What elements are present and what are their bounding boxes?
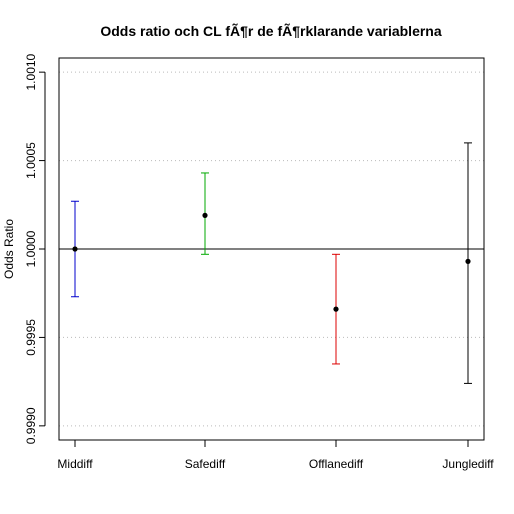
y-tick-label: 0.9990 — [24, 407, 38, 444]
point-middiff — [72, 246, 77, 251]
x-axis: Middiff Safediff Offlanediff Junglediff — [57, 440, 494, 471]
y-tick-label: 1.0010 — [24, 53, 38, 90]
point-safediff — [202, 213, 207, 218]
x-tick-label: Safediff — [185, 457, 226, 471]
y-tick-label: 0.9995 — [24, 319, 38, 356]
y-tick-label: 1.0005 — [24, 142, 38, 179]
point-junglediff — [465, 259, 470, 264]
point-offlanediff — [333, 307, 338, 312]
x-tick-label: Middiff — [57, 457, 93, 471]
x-tick-label: Offlanediff — [309, 457, 364, 471]
y-tick-label: 1.0000 — [24, 230, 38, 267]
error-bars — [71, 143, 472, 384]
y-axis-label: Odds Ratio — [2, 219, 16, 279]
y-axis: 0.9990 0.9995 1.0000 1.0005 1.0010 — [24, 53, 45, 444]
chart-title: Odds ratio och CL fÃ¶r de fÃ¶rklarande v… — [100, 22, 442, 39]
x-tick-label: Junglediff — [442, 457, 494, 471]
point-estimates — [72, 213, 470, 312]
